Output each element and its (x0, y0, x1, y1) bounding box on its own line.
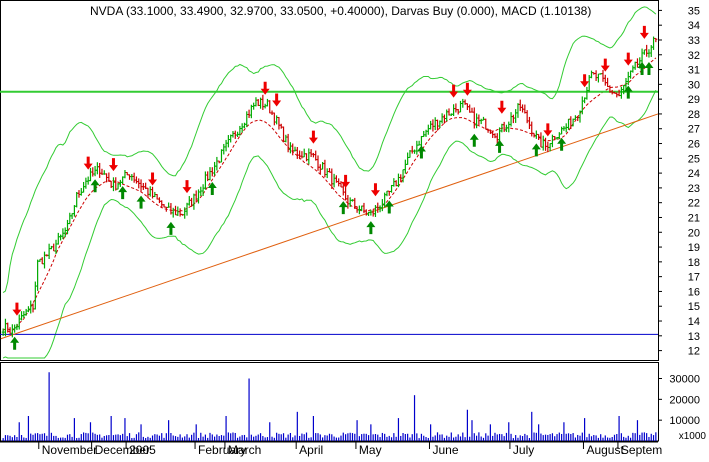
price-panel-frame (0, 0, 659, 361)
buy-signal-arrow (166, 221, 176, 235)
x-tick-label: December (95, 443, 150, 457)
price-tick-label: 21 (688, 212, 700, 224)
price-tick-label: 20 (688, 227, 700, 239)
trend-line (0, 113, 659, 340)
price-tick-label: 19 (688, 242, 700, 254)
x-tick-label: May (359, 443, 382, 457)
buy-signal-arrow (623, 85, 633, 99)
x-tick-label: March (228, 443, 261, 457)
sell-signal-arrow (108, 158, 118, 172)
price-tick-label: 15 (688, 301, 700, 313)
price-panel: 12 13 14 15 16 17 18 19 20 21 22 23 24 25 26 27 28 29 30 31… (0, 0, 700, 361)
price-tick-label: 26 (688, 139, 700, 151)
sell-signal-arrow (543, 123, 553, 137)
price-tick-label: 17 (688, 272, 700, 284)
buy-signal-arrow (557, 137, 567, 151)
sell-signal-arrow (260, 81, 270, 95)
signal-dashed-line (2, 57, 657, 332)
sell-signal-arrow (83, 156, 93, 170)
sell-signal-arrow (497, 100, 507, 114)
buy-signal-arrow (10, 336, 20, 350)
price-tick-label: 23 (688, 183, 700, 195)
buy-signal-arrow (495, 139, 505, 153)
sell-signal-arrow (341, 174, 351, 188)
sell-signal-arrow (462, 82, 472, 96)
buy-signal-arrow (366, 221, 376, 235)
price-tick-label: 31 (688, 65, 700, 77)
price-tick-label: 24 (688, 168, 700, 180)
x-tick-label: April (299, 443, 323, 457)
price-tick-label: 33 (688, 35, 700, 47)
volume-tick-label: 20000 (669, 394, 700, 406)
sell-signal-arrow (182, 180, 192, 194)
buy-signal-arrow (531, 143, 541, 157)
upper-band-line (2, 6, 657, 294)
x-tick-label: July (513, 443, 534, 457)
buy-signal-arrow (338, 201, 348, 215)
lower-band-line (2, 89, 657, 359)
buy-signal-arrow (90, 179, 100, 193)
sell-signal-arrow (12, 302, 22, 316)
volume-tick-label: 30000 (669, 374, 700, 386)
price-tick-label: 34 (688, 20, 700, 32)
price-tick-label: 12 (688, 346, 700, 358)
price-tick-label: 13 (688, 331, 700, 343)
x-tick-label: June (432, 443, 458, 457)
price-tick-label: 25 (688, 153, 700, 165)
buy-signal-arrow (136, 195, 146, 209)
price-bar (654, 37, 658, 43)
x-tick-label: Septem (621, 443, 662, 457)
volume-tick-label: 10000 (669, 415, 700, 427)
price-tick-label: 32 (688, 50, 700, 62)
price-tick-label: 14 (688, 316, 700, 328)
price-tick-label: 27 (688, 124, 700, 136)
price-tick-label: 22 (688, 198, 700, 210)
x-tick-label: February (198, 443, 246, 457)
sell-signal-arrow (449, 84, 459, 98)
buy-signal-arrow (644, 62, 654, 76)
chart-title: NVDA (33.1000, 33.4900, 32.9700, 33.0500… (90, 4, 591, 18)
buy-signal-arrow (637, 61, 647, 75)
buy-signal-arrow (384, 200, 394, 214)
volume-panel: 10000 20000 30000 x1000 (0, 362, 707, 442)
x-tick-label: November (42, 443, 97, 457)
sell-signal-arrow (370, 183, 380, 197)
buy-signal-arrow (469, 133, 479, 147)
price-tick-label: 18 (688, 257, 700, 269)
price-tick-label: 35 (688, 5, 700, 17)
sell-signal-arrow (148, 172, 158, 186)
price-tick-label: 28 (688, 109, 700, 121)
price-tick-label: 30 (688, 79, 700, 91)
buy-signal-arrow (207, 182, 217, 196)
x-tick-label: August (586, 443, 624, 457)
x-tick-label: 2005 (129, 443, 156, 457)
price-tick-label: 29 (688, 94, 700, 106)
sell-signal-arrow (272, 93, 282, 107)
sell-signal-arrow (580, 74, 590, 88)
sell-signal-arrow (623, 52, 633, 66)
price-tick-label: 16 (688, 286, 700, 298)
sell-signal-arrow (600, 58, 610, 72)
buy-signal-arrow (118, 186, 128, 200)
volume-unit-label: x1000 (679, 431, 707, 442)
sell-signal-arrow (308, 130, 318, 144)
buy-signal-arrow (416, 145, 426, 159)
sell-signal-arrow (639, 25, 649, 39)
